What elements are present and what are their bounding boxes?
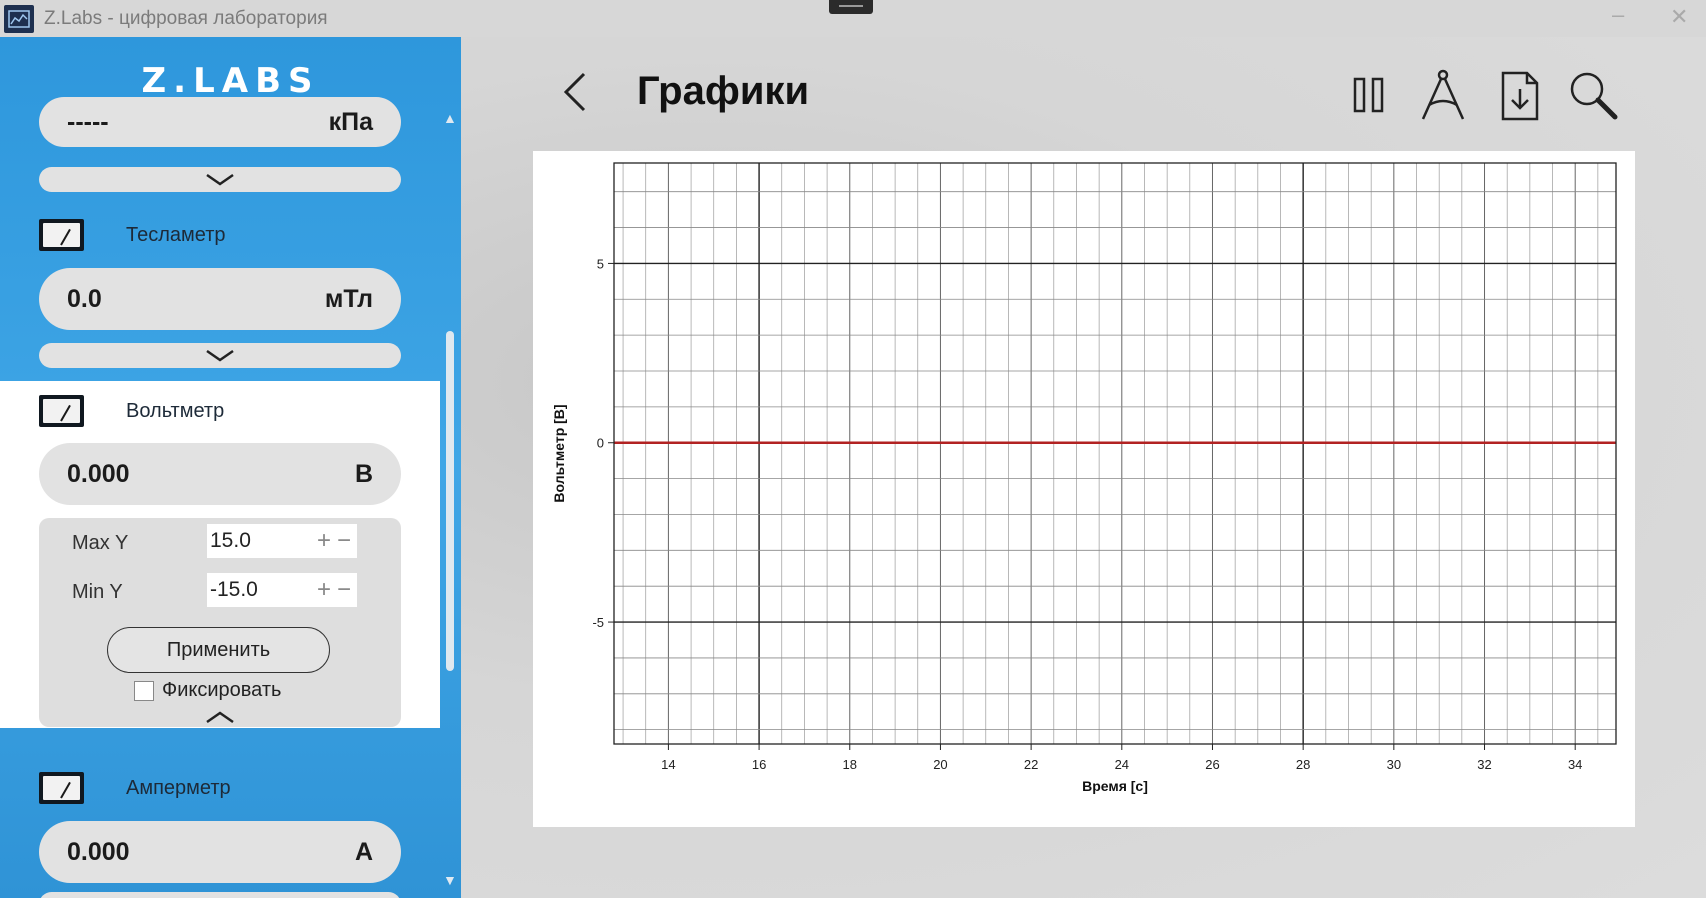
export-icon[interactable] [1491, 67, 1547, 123]
logo: Z.LABS [141, 61, 320, 101]
min-y-input[interactable]: -15.0 + − [207, 573, 357, 607]
voltmeter-reading: 0.000 В [39, 443, 401, 505]
gauge-icon [39, 395, 84, 427]
voltmeter-settings: Max Y 15.0 + − Min Y -15.0 + − Применить… [39, 518, 401, 727]
window-title: Z.Labs - цифровая лаборатория [44, 7, 328, 29]
title-bar: Z.Labs - цифровая лаборатория – ✕ [0, 0, 1706, 37]
min-y-label: Min Y [72, 581, 123, 603]
minimize-button[interactable]: – [1612, 2, 1625, 27]
close-button[interactable]: ✕ [1670, 4, 1689, 29]
x-tick-label: 28 [1296, 757, 1310, 772]
compass-icon[interactable] [1415, 67, 1471, 123]
max-y-label: Max Y [72, 532, 129, 554]
x-tick-label: 22 [1024, 757, 1038, 772]
ammeter-value: 0.000 [67, 837, 130, 866]
teslameter-unit: мТл [324, 284, 373, 313]
scroll-down-arrow-icon[interactable]: ▼ [443, 872, 457, 888]
voltmeter-label: Вольтметр [126, 399, 225, 422]
chart-card: 14 16 18 20 22 24 26 28 30 32 34 -5 0 5 Время [с] Во… [533, 151, 1635, 827]
fix-scale-checkbox[interactable] [134, 680, 154, 701]
x-tick-label: 34 [1568, 757, 1582, 772]
fix-scale-row[interactable]: Фиксировать [134, 679, 281, 702]
voltage-chart[interactable]: 14 16 18 20 22 24 26 28 30 32 34 -5 0 5 Время [с] Во… [533, 151, 1635, 827]
y-tick-label: -5 [592, 615, 604, 630]
x-tick-labels: 14 16 18 20 22 24 26 28 30 32 34 [661, 757, 1582, 772]
x-tick-label: 24 [1115, 757, 1129, 772]
x-axis-label: Время [с] [1082, 778, 1148, 794]
y-tick-labels: -5 0 5 [592, 256, 604, 630]
window-drag-grip[interactable] [829, 0, 873, 14]
teslameter-header[interactable]: Тесламетр [39, 217, 226, 253]
apply-button[interactable]: Применить [107, 627, 330, 673]
sensor-sidebar: Z.LABS ----- кПа Тесламетр 0.0 мТл Вольт… [0, 37, 461, 898]
ammeter-label: Амперметр [126, 776, 231, 799]
minus-icon[interactable]: − [336, 576, 351, 603]
x-tick-label: 26 [1205, 757, 1219, 772]
chevron-down-icon [206, 173, 234, 186]
back-arrow-icon[interactable] [556, 70, 596, 114]
x-tick-label: 18 [843, 757, 857, 772]
fix-scale-label: Фиксировать [162, 679, 282, 701]
pressure-value: ----- [67, 107, 109, 136]
teslameter-reading: 0.0 мТл [39, 268, 401, 330]
ammeter-header[interactable]: Амперметр [39, 770, 231, 806]
max-y-value[interactable]: 15.0 [210, 529, 251, 552]
plus-icon[interactable]: + [316, 527, 331, 554]
chevron-down-icon [206, 349, 234, 362]
pause-icon[interactable] [1341, 67, 1397, 123]
sidebar-scrollbar-thumb[interactable] [446, 331, 454, 671]
teslameter-expand-button[interactable] [39, 343, 401, 368]
y-axis-label: Вольтметр [В] [551, 404, 567, 502]
y-tick-label: 5 [597, 256, 604, 271]
x-tick-label: 20 [933, 757, 947, 772]
plot-frame [613, 162, 1617, 745]
plus-icon[interactable]: + [316, 576, 331, 603]
x-tick-label: 16 [752, 757, 766, 772]
zoom-icon[interactable] [1565, 67, 1621, 123]
chevron-up-icon[interactable] [205, 710, 235, 724]
voltmeter-unit: В [354, 459, 373, 488]
gauge-icon [39, 772, 84, 804]
app-icon [4, 4, 34, 33]
gauge-icon [39, 219, 84, 251]
min-y-value[interactable]: -15.0 [210, 578, 258, 601]
teslameter-label: Тесламетр [126, 223, 226, 246]
minus-icon[interactable]: − [336, 527, 351, 554]
page-title: Графики [637, 69, 810, 113]
ammeter-expand-button[interactable] [39, 892, 401, 898]
ammeter-reading: 0.000 А [39, 821, 401, 883]
voltmeter-header[interactable]: Вольтметр [39, 393, 224, 429]
scroll-up-arrow-icon[interactable]: ▲ [443, 110, 457, 126]
pressure-expand-button[interactable] [39, 167, 401, 192]
pressure-unit: кПа [328, 107, 373, 136]
main-area: Графики 14 16 18 20 22 24 26 28 30 32 34 -5 0 5 Врем… [461, 37, 1706, 898]
pressure-reading: ----- кПа [39, 97, 401, 147]
chart-grid [608, 163, 1616, 750]
x-tick-label: 14 [661, 757, 675, 772]
ammeter-unit: А [354, 837, 373, 866]
x-tick-label: 30 [1387, 757, 1401, 772]
y-tick-label: 0 [597, 436, 604, 451]
max-y-input[interactable]: 15.0 + − [207, 524, 357, 558]
voltmeter-value: 0.000 [67, 459, 130, 488]
teslameter-value: 0.0 [67, 284, 102, 313]
x-tick-label: 32 [1477, 757, 1491, 772]
